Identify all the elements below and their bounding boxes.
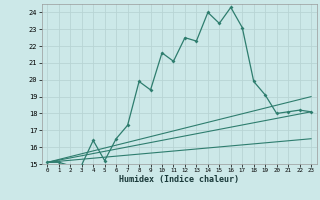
X-axis label: Humidex (Indice chaleur): Humidex (Indice chaleur): [119, 175, 239, 184]
